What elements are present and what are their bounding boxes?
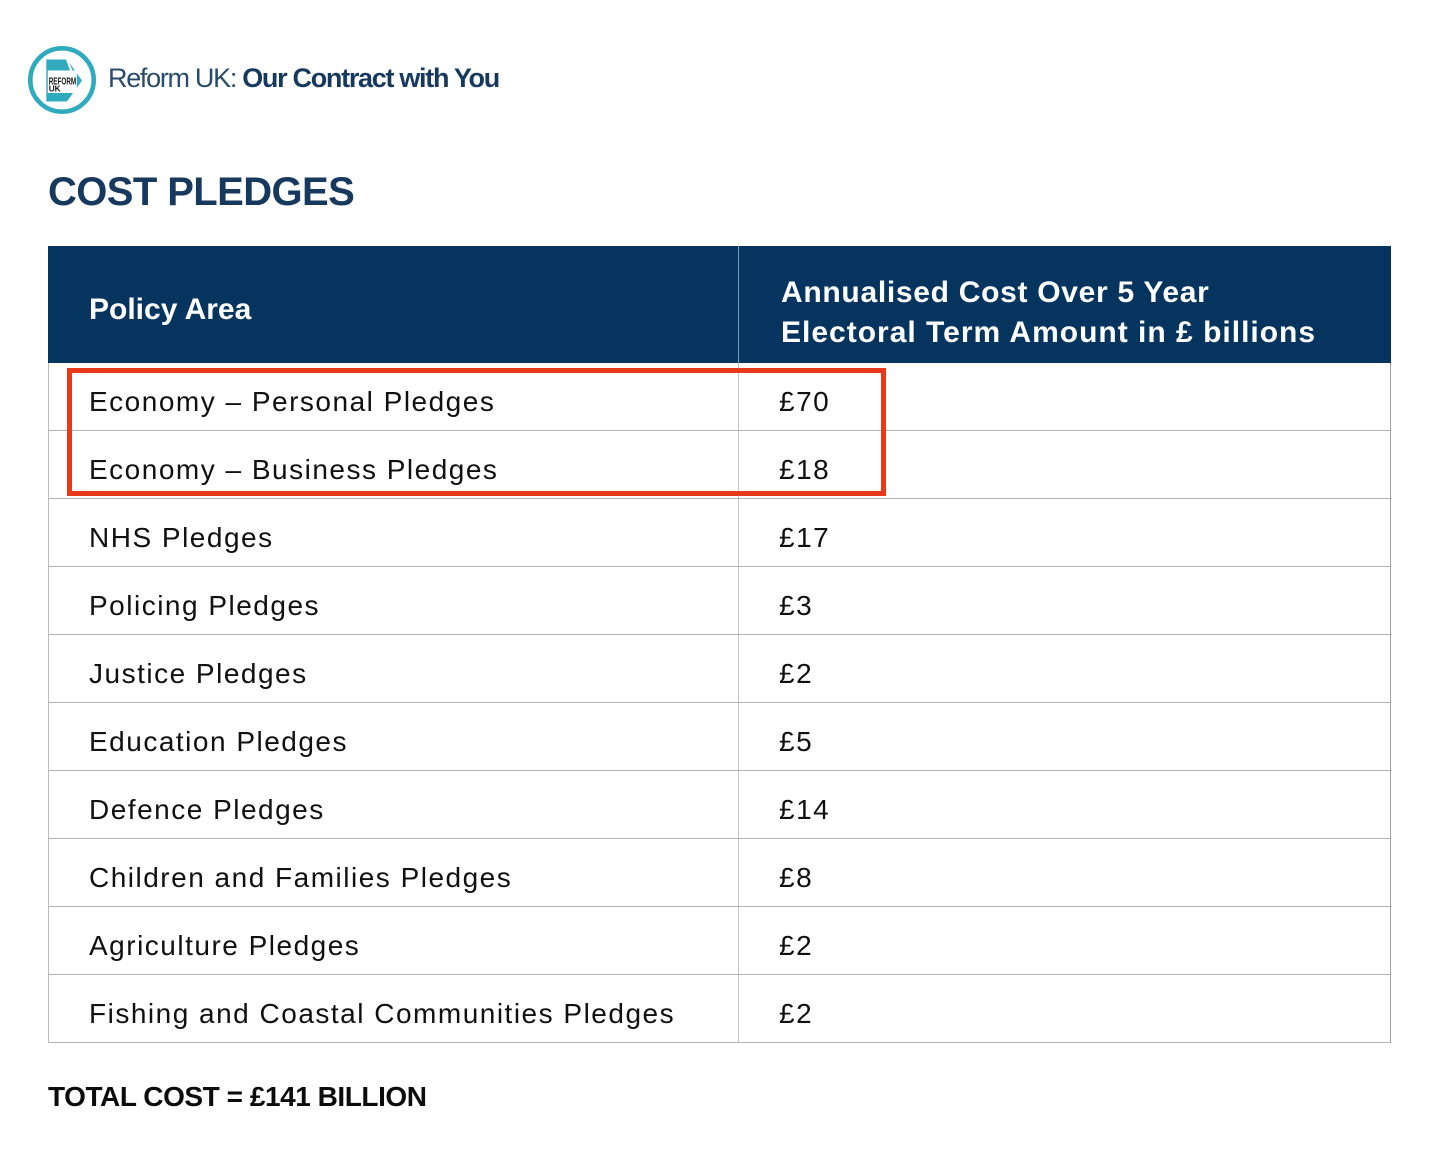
svg-text:UK: UK: [49, 83, 62, 93]
svg-text:REFORM: REFORM: [49, 76, 77, 87]
